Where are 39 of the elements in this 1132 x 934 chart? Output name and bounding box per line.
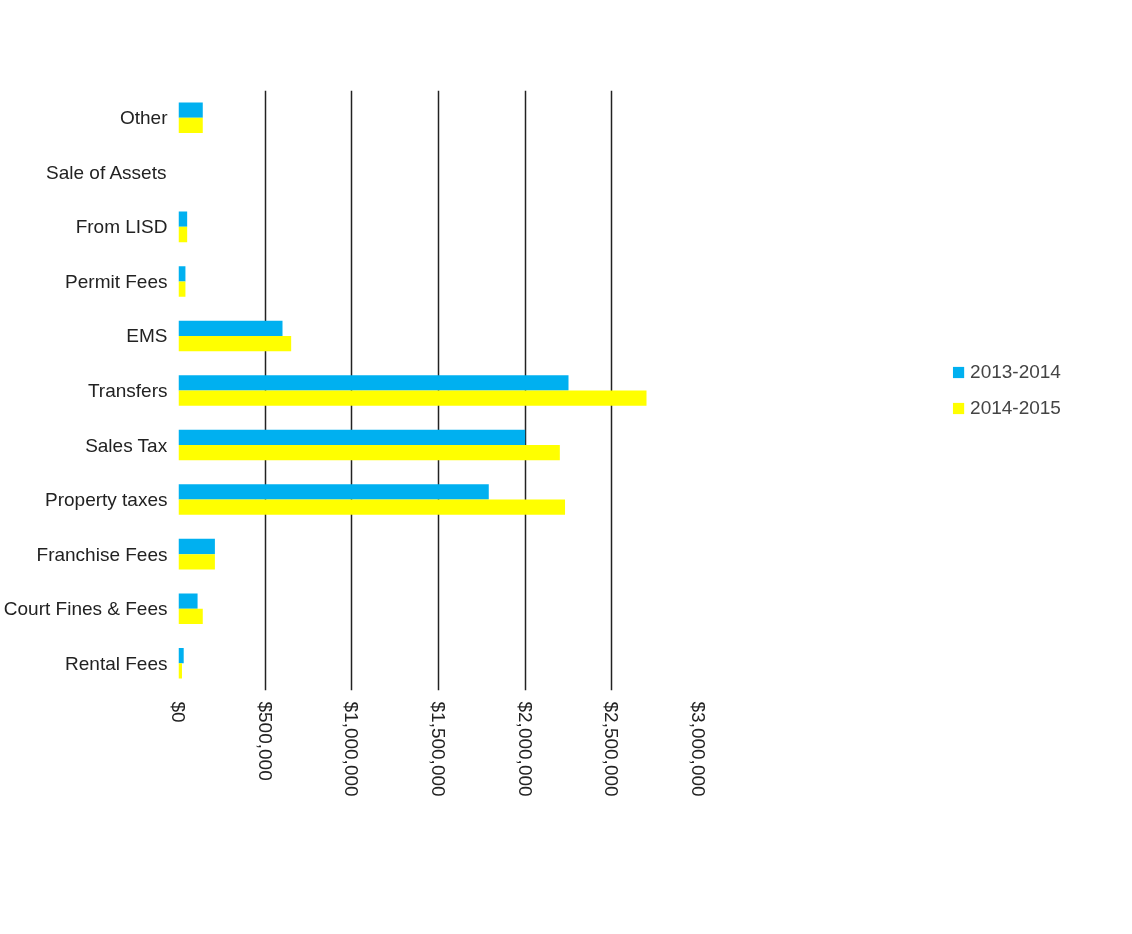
y-tick-label: Rental Fees bbox=[65, 652, 168, 674]
bar bbox=[178, 320, 283, 336]
legend-label: 2013-2014 bbox=[970, 361, 1061, 383]
bar bbox=[178, 226, 188, 243]
legend-label: 2014-2015 bbox=[970, 397, 1061, 419]
bar bbox=[178, 429, 526, 446]
bar bbox=[178, 211, 188, 227]
x-tick-label: $2,500,000 bbox=[601, 701, 623, 797]
bar bbox=[178, 117, 203, 134]
bar bbox=[178, 663, 182, 679]
y-tick-label: Sale of Assets bbox=[46, 161, 167, 183]
bar bbox=[178, 335, 292, 352]
y-tick-label: Other bbox=[119, 107, 169, 129]
bar bbox=[178, 281, 186, 297]
x-tick-label: $500,000 bbox=[254, 701, 276, 781]
bar bbox=[178, 593, 198, 609]
x-tick-label: $1,500,000 bbox=[428, 701, 449, 797]
y-tick-label: Transfers bbox=[87, 380, 168, 401]
bar bbox=[178, 647, 184, 664]
y-tick-label: Property taxes bbox=[45, 489, 168, 511]
x-tick-label: $3,000,000 bbox=[688, 701, 709, 797]
y-tick-label: EMS bbox=[126, 325, 168, 347]
bar bbox=[178, 608, 203, 624]
y-tick-label: Sales Tax bbox=[85, 434, 168, 456]
y-tick-label: Franchise Fees bbox=[36, 543, 168, 565]
x-tick-label: $0 bbox=[168, 701, 189, 723]
bar bbox=[178, 445, 560, 461]
bar bbox=[178, 538, 215, 555]
bar bbox=[178, 484, 489, 500]
y-tick-label: Court Fines & Fees bbox=[3, 598, 168, 620]
bar bbox=[178, 499, 566, 515]
y-tick-label: From LISD bbox=[75, 216, 168, 238]
bar bbox=[178, 554, 215, 570]
bar bbox=[178, 390, 647, 406]
bar bbox=[178, 102, 203, 118]
x-tick-label: $2,000,000 bbox=[514, 701, 536, 797]
y-tick-label: Permit Fees bbox=[65, 270, 168, 292]
bar bbox=[178, 375, 569, 391]
x-tick-label: $1,000,000 bbox=[341, 701, 363, 797]
